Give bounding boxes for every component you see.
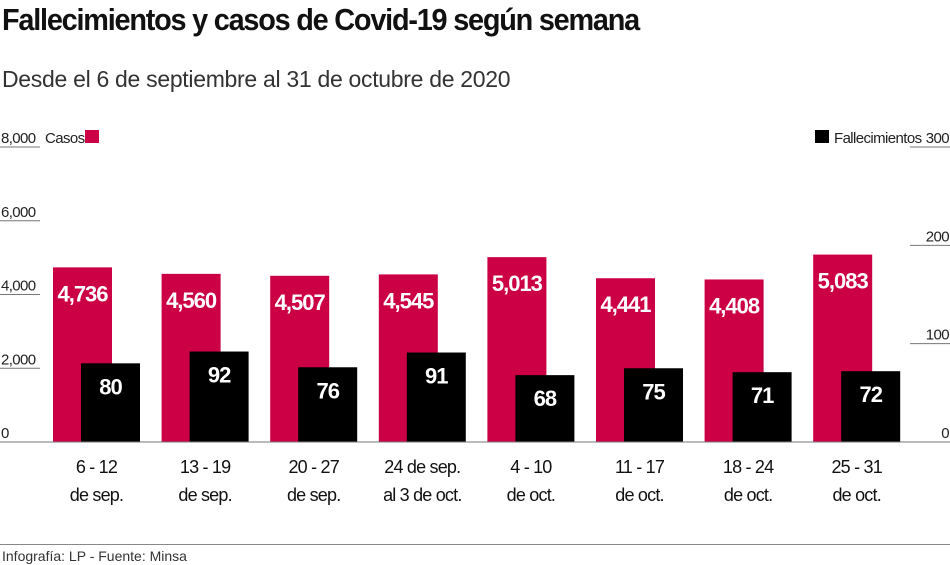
legend-fallecimientos-swatch [815,130,829,143]
x-tick-label-line2: al 3 de oct. [383,485,461,505]
legend-fallecimientos-label: Fallecimientos [834,130,922,147]
x-tick-label-line1: 4 - 10 [510,457,552,477]
x-tick-label-line1: 11 - 17 [615,457,665,477]
x-tick-label-line2: de oct. [724,485,772,505]
fallecimientos-bar [841,371,901,442]
fallecimientos-bar [189,351,249,442]
x-tick-label-line1: 6 - 12 [76,457,118,477]
right-tick-label: 200 [926,228,949,245]
fallecimientos-data-label: 92 [208,363,231,388]
fallecimientos-bar [515,375,575,442]
left-tick-label: 4,000 [1,278,36,295]
x-tick-label-line1: 18 - 24 [723,457,774,477]
left-tick-label: 0 [1,425,9,442]
x-tick-label-line2: de oct. [615,485,663,505]
fallecimientos-bar [732,372,792,442]
footer-credit: Infografía: LP - Fuente: Minsa [2,548,187,564]
fallecimientos-data-label: 91 [425,364,448,389]
fallecimientos-data-label: 80 [99,374,122,399]
x-tick-label-line2: de oct. [832,485,880,505]
x-tick-label-line2: de sep. [287,485,340,505]
casos-data-label: 4,441 [600,292,651,317]
fallecimientos-data-label: 72 [859,382,882,407]
legend-casos-swatch [85,130,99,143]
fallecimientos-bar [298,367,358,442]
right-tick-label: 300 [926,130,949,147]
x-tick-label-line1: 20 - 27 [288,457,339,477]
casos-data-label: 5,013 [492,271,543,296]
casos-data-label: 4,408 [709,293,760,318]
x-tick-label-line1: 25 - 31 [831,457,882,477]
x-tick-label-line2: de sep. [178,485,231,505]
left-tick-label: 2,000 [1,351,36,368]
fallecimientos-bar [624,368,683,442]
legend-casos-label: Casos [45,130,85,147]
fallecimientos-bar [406,352,466,442]
fallecimientos-data-label: 76 [316,378,339,403]
chart-subtitle: Desde el 6 de septiembre al 31 de octubr… [2,66,511,92]
casos-data-label: 4,545 [383,288,434,313]
casos-data-label: 4,507 [275,290,326,315]
fallecimientos-data-label: 68 [534,386,557,411]
left-tick-label: 8,000 [1,130,36,147]
fallecimientos-bar [81,363,140,442]
x-tick-label-line2: de sep. [70,485,123,505]
bar-chart: 0 2,000 4,000 6,000 8,000 0 100 200 300 Casos Fall… [0,130,950,505]
right-tick-label: 100 [926,327,949,344]
casos-data-label: 4,560 [166,288,217,313]
left-tick-label: 6,000 [1,204,36,221]
fallecimientos-data-label: 71 [751,383,774,408]
casos-data-label: 4,736 [57,281,108,306]
x-tick-label-line1: 13 - 19 [180,457,231,477]
right-tick-label: 0 [941,425,949,442]
x-tick-label-line2: de oct. [507,485,555,505]
footer-divider [0,544,950,545]
casos-data-label: 5,083 [818,269,869,294]
chart-title: Fallecimientos y casos de Covid-19 según… [2,2,640,37]
x-tick-label-line1: 24 de sep. [384,457,460,477]
fallecimientos-data-label: 75 [642,379,665,404]
